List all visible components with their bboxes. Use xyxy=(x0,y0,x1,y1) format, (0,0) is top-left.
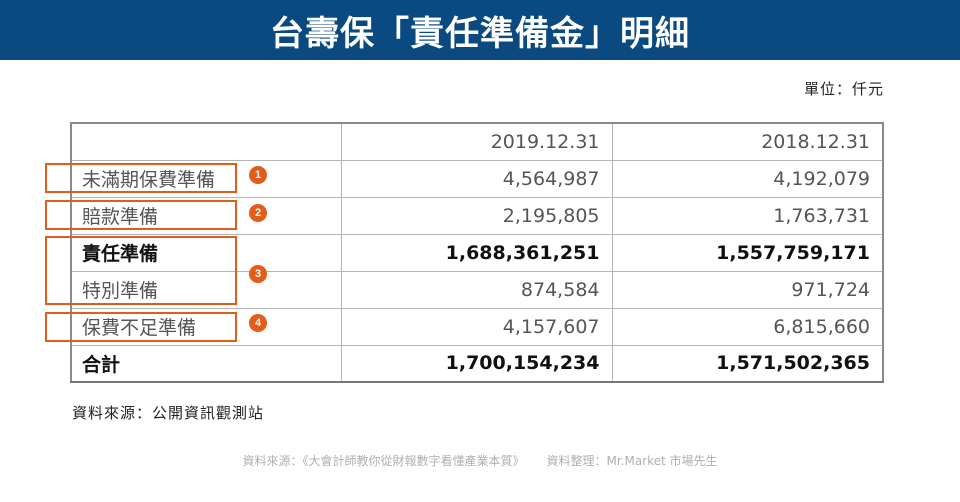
table-header-row: 2019.12.31 2018.12.31 xyxy=(70,122,884,161)
highlight-box-1 xyxy=(45,163,237,193)
badge-3: 3 xyxy=(249,265,267,283)
highlight-box-3 xyxy=(45,236,237,305)
source-note: 資料來源：公開資訊觀測站 xyxy=(72,404,265,422)
page-title: 台壽保「責任準備金」明細 xyxy=(270,13,690,54)
table-row: 責任準備 1,688,361,251 1,557,759,171 xyxy=(70,233,884,272)
row-label: 未滿期保費準備 xyxy=(70,159,342,198)
footer-source: 資料來源：《大會計師教你從財報數字看懂產業本質》 xyxy=(242,454,525,468)
highlight-box-4 xyxy=(45,312,237,342)
header-2018: 2018.12.31 xyxy=(611,122,884,161)
row-value-2019: 874,584 xyxy=(340,270,613,309)
badge-4: 4 xyxy=(249,314,267,332)
title-banner: 台壽保「責任準備金」明細 xyxy=(0,0,960,60)
badge-2: 2 xyxy=(249,204,267,222)
total-value-2018: 1,571,502,365 xyxy=(611,344,884,383)
header-blank xyxy=(70,122,342,161)
footer-credits: 資料來源：《大會計師教你從財報數字看懂產業本質》 資料整理：Mr.Market 市… xyxy=(0,452,960,469)
total-label: 合計 xyxy=(70,344,342,383)
unit-label: 單位：仟元 xyxy=(803,80,884,98)
row-value-2018: 971,724 xyxy=(611,270,884,309)
badge-1: 1 xyxy=(249,166,267,184)
row-value-2019: 1,688,361,251 xyxy=(340,233,613,272)
table-row: 特別準備 874,584 971,724 xyxy=(70,270,884,309)
row-value-2019: 4,157,607 xyxy=(340,307,613,346)
row-value-2019: 4,564,987 xyxy=(340,159,613,198)
row-value-2018: 4,192,079 xyxy=(611,159,884,198)
row-value-2018: 6,815,660 xyxy=(611,307,884,346)
highlight-box-2 xyxy=(45,200,237,230)
table-total-row: 合計 1,700,154,234 1,571,502,365 xyxy=(70,344,884,383)
row-value-2018: 1,557,759,171 xyxy=(611,233,884,272)
row-value-2019: 2,195,805 xyxy=(340,196,613,235)
row-value-2018: 1,763,731 xyxy=(611,196,884,235)
footer-compiled: 資料整理：Mr.Market 市場先生 xyxy=(546,454,718,468)
header-2019: 2019.12.31 xyxy=(340,122,613,161)
total-value-2019: 1,700,154,234 xyxy=(340,344,613,383)
row-label: 責任準備 xyxy=(70,233,342,272)
